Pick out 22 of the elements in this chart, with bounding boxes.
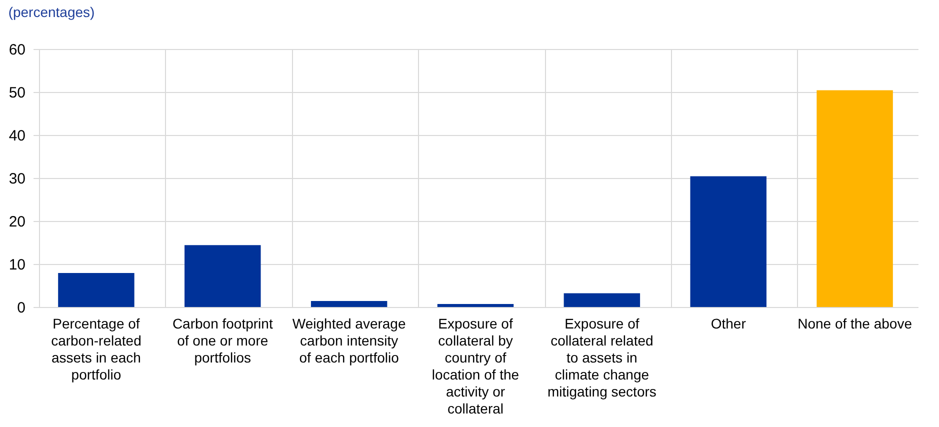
y-tick-label: 20 [8, 214, 26, 230]
y-tick-label: 10 [8, 256, 26, 274]
y-tick-label: 30 [8, 170, 26, 188]
bar [690, 176, 766, 307]
y-tick-label: 50 [8, 84, 26, 102]
x-tick-label: Percentage of carbon-related assets in each portfolio [51, 316, 142, 382]
x-tick-label: None of the above [798, 316, 912, 332]
y-tick-label: 60 [8, 42, 26, 58]
x-tick-label: Exposure of collateral related to assets in climate change mitigating sectors [547, 316, 656, 400]
y-tick-label: 40 [8, 128, 26, 144]
bar [310, 300, 388, 307]
y-tick-label: 0 [17, 300, 26, 316]
bar [184, 245, 261, 307]
chart-title: (percentages) [8, 4, 95, 20]
x-tick-label: Other [710, 316, 746, 332]
bar [437, 304, 514, 307]
bar [58, 273, 134, 307]
bar [564, 293, 640, 307]
x-tick-label: Weighted average carbon intensity of each portfolio [292, 316, 406, 366]
bar [816, 90, 893, 307]
x-tick-label: Exposure of collateral by country of location of the activity or collateral [432, 316, 520, 416]
x-tick-label: Carbon footprint of one or more portfolios [172, 316, 273, 366]
